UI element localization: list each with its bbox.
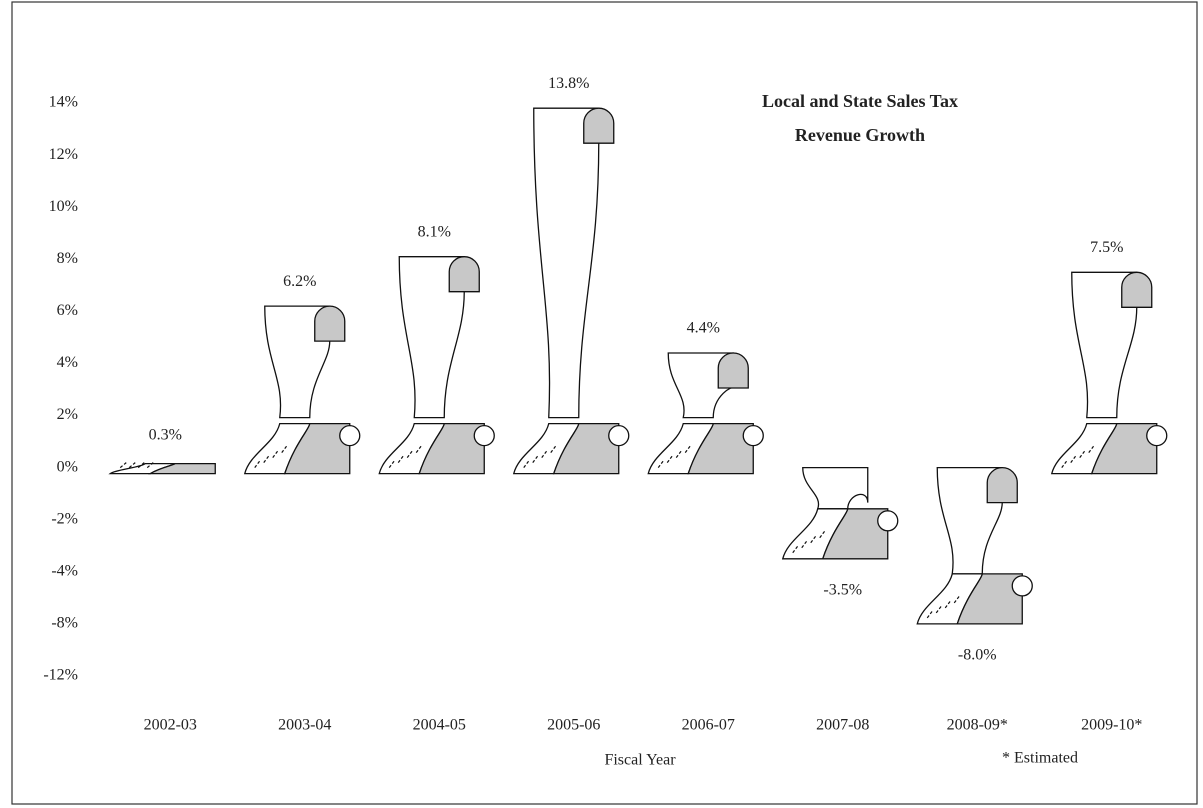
x-tick-label: 2002-03 [144,717,197,734]
foot-dash [388,459,396,468]
chart-title: Local and State Sales Tax [762,91,958,111]
y-tick-label: 14% [49,94,78,111]
bar [647,352,764,475]
bar [916,466,1033,625]
receipt-roll [986,467,1018,504]
foot-dash [1061,459,1069,468]
value-label: -8.0% [958,647,997,664]
value-label: 13.8% [548,75,589,92]
foot-dash [541,449,549,458]
value-label: 7.5% [1090,239,1123,256]
foot-dash [523,459,531,468]
bar [378,256,495,475]
bar [243,305,361,475]
x-tick-label: 2004-05 [413,717,466,734]
foot-back [418,422,485,475]
foot-dash [397,454,405,463]
foot-dash [935,604,943,614]
receipt-roll [1121,271,1153,308]
foot-dash [137,462,145,469]
foot-dash [532,454,540,463]
foot-dash [272,449,280,458]
value-label: -3.5% [823,581,862,598]
y-tick-label: 4% [57,354,78,371]
value-label: 4.4% [687,320,720,337]
receipt [936,466,1003,575]
foot-back [147,462,216,475]
foot-dash [792,544,800,554]
foot-dash [415,444,423,453]
foot-heel [1146,424,1168,447]
foot-dash [953,594,961,604]
value-label: 8.1% [418,223,451,240]
bar [1050,271,1168,475]
y-tick-label: 0% [57,458,78,475]
foot-dash [657,459,665,468]
foot-heel [473,424,495,447]
y-tick-label: -8% [51,615,78,632]
foot-back [687,422,754,475]
receipt [264,305,331,419]
foot-back [283,422,351,475]
x-tick-label: 2005-06 [547,717,600,734]
foot-dash [675,449,683,458]
foot-dash [254,459,262,468]
foot-heel [608,424,630,447]
foot-heel [1011,575,1033,597]
foot-dash [819,529,827,539]
foot-dash [128,462,136,469]
foot-dash [550,444,558,453]
y-tick-label: -12% [43,667,78,684]
x-tick-label: 2009-10* [1081,717,1142,734]
receipt-roll [314,305,346,342]
x-axis-label: Fiscal Year [604,752,676,769]
foot-dash [810,534,818,544]
foot-dash [406,449,414,458]
foot-back [956,573,1023,625]
foot-heel [339,424,361,447]
value-label: 6.2% [283,273,316,290]
foot-dash [926,609,934,619]
foot-heel [877,510,899,532]
bar [512,107,630,475]
bar [108,462,216,475]
y-tick-label: 2% [57,406,78,423]
receipt-roll [583,107,615,144]
foot-back [552,422,620,475]
foot-back [821,508,889,560]
foot-dash [1079,449,1087,458]
bar [781,466,899,560]
y-tick-label: -2% [51,510,78,527]
y-tick-label: 8% [57,250,78,267]
y-tick-label: 6% [57,302,78,319]
chart-title: Revenue Growth [795,125,925,145]
foot-dash [666,454,674,463]
y-tick-label: 12% [49,146,78,163]
receipt [802,466,869,510]
foot-dash [119,462,127,469]
foot-dash [684,444,692,453]
receipt-roll [717,352,749,389]
value-label: 0.3% [149,426,182,443]
foot-dash [263,454,271,463]
foot-dash [1070,454,1078,463]
foot-heel [742,424,764,447]
x-tick-label: 2003-04 [278,717,331,734]
x-tick-label: 2008-09* [947,717,1008,734]
y-tick-label: -4% [51,562,78,579]
receipt-roll [448,256,480,293]
foot-dash [801,539,809,549]
x-tick-label: 2007-08 [816,717,869,734]
foot-back [1090,422,1158,475]
y-tick-label: 10% [49,198,78,215]
receipt [1071,271,1138,419]
foot-dash [1088,444,1096,453]
foot-dash [944,599,952,609]
foot-dash [146,462,154,469]
note: * Estimated [1002,750,1078,767]
foot-dash [281,444,289,453]
x-tick-label: 2006-07 [682,717,735,734]
